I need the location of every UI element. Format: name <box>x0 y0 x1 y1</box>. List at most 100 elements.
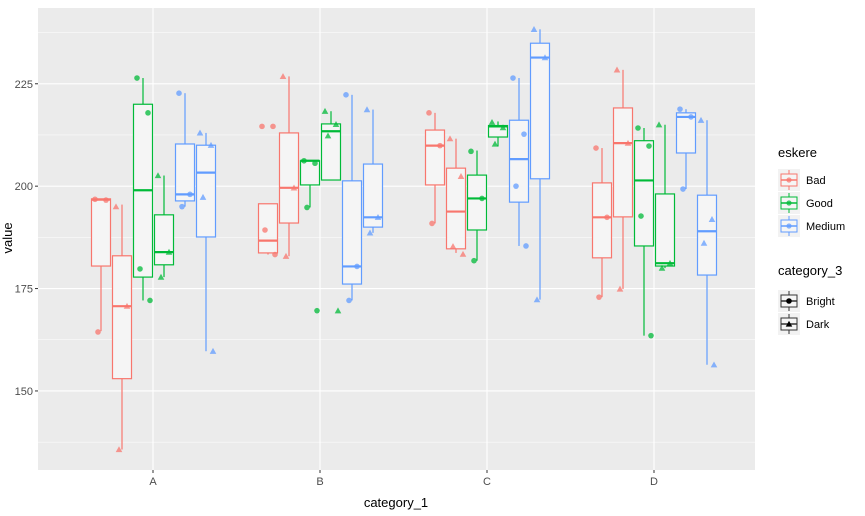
legend-circle-icon <box>786 298 792 304</box>
data-point <box>638 213 644 219</box>
data-point <box>429 220 435 227</box>
data-point <box>312 160 318 167</box>
data-point <box>199 193 207 200</box>
y-axis-title: value <box>0 222 15 253</box>
box-C-bad-dark <box>445 135 467 257</box>
data-point <box>479 195 485 202</box>
y-tick-label: 150 <box>15 386 33 398</box>
data-point <box>624 139 632 146</box>
x-tick-label: B <box>316 476 323 488</box>
y-axis: 150 175 200 225 <box>15 79 38 398</box>
data-point <box>165 248 173 255</box>
data-point <box>648 332 654 339</box>
legend-key-medium: Medium <box>778 215 845 237</box>
box-body <box>111 255 133 380</box>
data-point <box>334 307 342 314</box>
legend-key-bad: Bad <box>778 169 826 191</box>
x-tick-label: A <box>149 476 157 488</box>
box-body <box>257 203 279 254</box>
legend-point <box>786 200 792 206</box>
legend-point <box>786 177 792 183</box>
data-point <box>471 257 477 264</box>
box-body <box>529 42 551 180</box>
box-C-bad-bright <box>424 110 446 227</box>
data-point <box>491 140 499 147</box>
box-body <box>445 167 467 250</box>
data-point <box>272 251 278 258</box>
legend-label: Bright <box>806 296 835 308</box>
box-D-medium-bright <box>675 106 697 192</box>
data-point <box>604 214 610 221</box>
y-tick-label: 225 <box>15 79 33 91</box>
data-point <box>459 250 467 257</box>
data-point <box>103 197 109 203</box>
box-B-good-bright <box>299 157 321 314</box>
box-C-medium-dark <box>529 25 551 303</box>
data-point <box>666 259 674 266</box>
legend: eskere Bad Good Medium category_3 Bright Dark <box>778 145 845 335</box>
data-point <box>134 75 140 81</box>
legend-key-bright: Bright <box>778 290 835 312</box>
data-point <box>449 243 457 250</box>
data-point <box>270 123 276 130</box>
data-point <box>680 186 686 192</box>
box-A-bad-dark <box>111 203 133 453</box>
box-body <box>612 107 634 218</box>
data-point <box>499 124 507 131</box>
data-point <box>468 148 474 155</box>
data-point <box>700 239 708 246</box>
box-D-good-dark <box>654 121 676 271</box>
data-point <box>593 145 599 151</box>
box-body <box>341 180 363 285</box>
data-point <box>145 110 151 116</box>
data-point <box>655 121 663 128</box>
box-D-bad-bright <box>591 145 613 300</box>
data-point <box>541 54 549 61</box>
data-point <box>176 90 182 96</box>
data-point <box>488 118 496 125</box>
data-point <box>187 191 193 198</box>
data-point <box>530 25 538 32</box>
box-D-bad-dark <box>612 66 634 292</box>
boxes <box>90 25 718 453</box>
data-point <box>446 135 454 142</box>
y-tick-label: 175 <box>15 284 33 296</box>
data-point <box>301 157 307 164</box>
data-point <box>95 329 101 335</box>
data-point <box>279 73 287 80</box>
data-point <box>510 75 516 81</box>
legend-point <box>786 223 792 229</box>
data-point <box>332 121 340 127</box>
data-point <box>523 243 529 249</box>
data-point <box>688 114 694 120</box>
data-point <box>209 347 217 354</box>
data-point <box>363 106 371 113</box>
data-point <box>157 273 165 280</box>
box-B-medium-dark <box>362 106 384 236</box>
data-point <box>658 264 666 271</box>
data-point <box>710 361 718 368</box>
box-C-good-bright <box>466 148 488 264</box>
box-A-medium-bright <box>174 90 196 210</box>
data-point <box>613 66 621 73</box>
data-point <box>521 131 527 137</box>
x-tick-label: C <box>483 476 491 488</box>
data-point <box>596 294 602 300</box>
legend-key-good: Good <box>778 192 833 214</box>
box-body <box>633 140 655 247</box>
data-point <box>343 92 349 98</box>
box-body <box>508 119 530 203</box>
box-B-medium-bright <box>341 92 363 304</box>
box-body <box>195 144 217 238</box>
data-point <box>457 173 465 179</box>
data-point <box>123 302 131 309</box>
data-point <box>646 143 652 149</box>
data-point <box>697 116 705 123</box>
y-tick-label: 200 <box>15 181 33 193</box>
data-point <box>314 307 320 314</box>
box-body <box>174 143 196 202</box>
data-point <box>154 172 162 179</box>
legend-label: Medium <box>806 221 845 233</box>
box-body <box>424 129 446 186</box>
data-point <box>374 213 382 220</box>
